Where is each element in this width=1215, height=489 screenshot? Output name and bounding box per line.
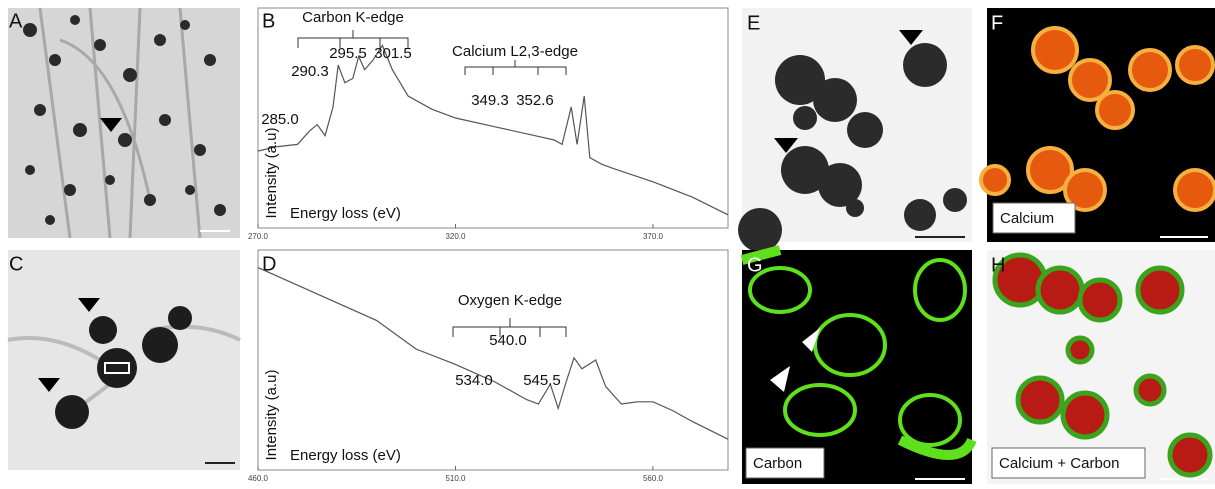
panel-letter: C [9, 253, 23, 275]
y-axis-label: Intensity (a.u) [263, 370, 280, 461]
plot-frame [258, 8, 728, 228]
annotation: Carbon K-edge [302, 9, 404, 26]
annotation: 540.0 [489, 332, 527, 349]
panel-letter: A [9, 10, 23, 32]
panel-c-image [8, 250, 240, 470]
x-tick-label: 510.0 [445, 474, 466, 483]
annotation: 285.0 [261, 111, 299, 128]
x-axis-label: Energy loss (eV) [290, 447, 401, 464]
annotation: 301.5 [374, 45, 412, 62]
figure: Calcium Carbon Calcium + Carbon A B C D … [0, 0, 1215, 484]
panel-e-image [738, 8, 972, 252]
annotation: 352.6 [516, 92, 554, 109]
annotation: 290.3 [291, 63, 329, 80]
plot-frame [258, 250, 728, 470]
annotation: 295.5 [329, 45, 367, 62]
panel-a-image [8, 8, 240, 238]
map-label: Carbon [753, 455, 802, 472]
x-tick-label: 320.0 [445, 232, 466, 241]
x-tick-label: 460.0 [248, 474, 269, 483]
x-tick-label: 370.0 [643, 232, 664, 241]
y-axis-label: Intensity (a.u) [263, 128, 280, 219]
map-label: Calcium [1000, 210, 1054, 227]
annotation: 545.5 [523, 372, 561, 389]
map-label: Calcium + Carbon [999, 455, 1119, 472]
panel-letter: F [991, 12, 1003, 34]
annotation: 534.0 [455, 372, 493, 389]
annotation: Oxygen K-edge [458, 292, 562, 309]
x-tick-label: 270.0 [248, 232, 269, 241]
x-tick-label: 560.0 [643, 474, 664, 483]
panel-letter: G [747, 254, 763, 276]
annotation: 349.3 [471, 92, 509, 109]
annotation: Calcium L2,3-edge [452, 43, 578, 60]
panel-letter: E [747, 12, 760, 34]
x-axis-label: Energy loss (eV) [290, 205, 401, 222]
panel-letter: B [262, 10, 275, 32]
panel-letter: H [991, 254, 1005, 276]
